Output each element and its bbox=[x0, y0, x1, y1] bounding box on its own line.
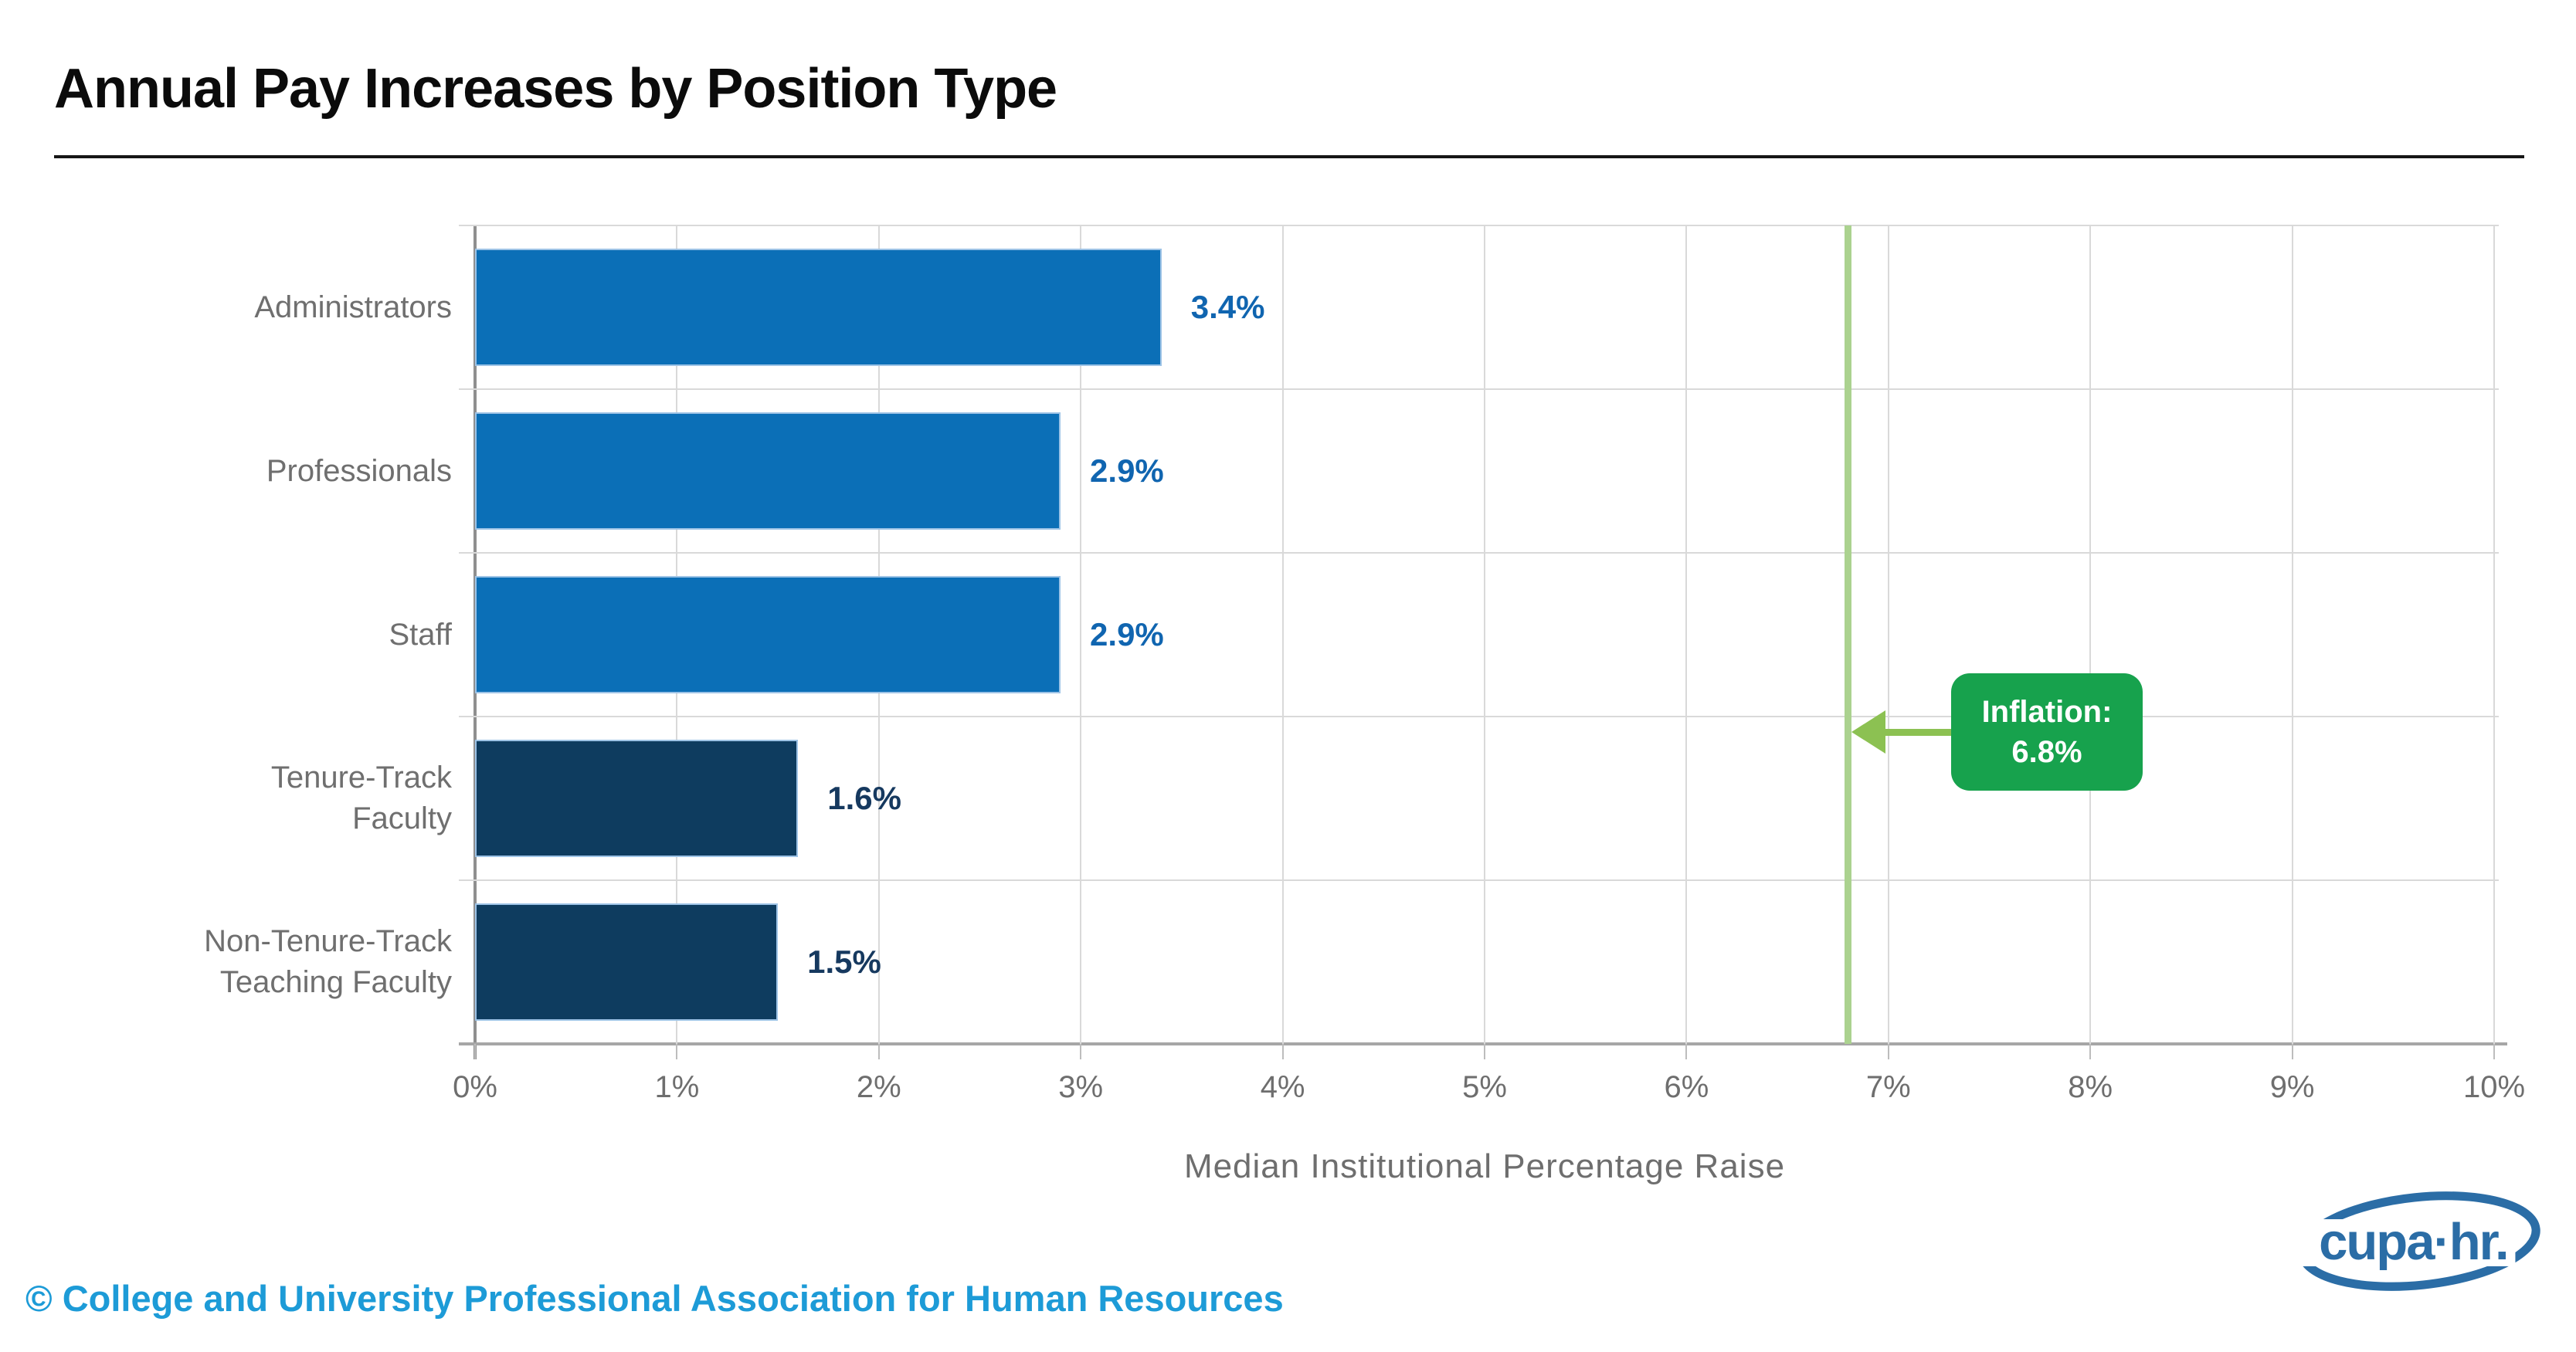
x-tick-label: 8% bbox=[2068, 1070, 2113, 1104]
x-tick-label: 6% bbox=[1664, 1070, 1709, 1104]
x-tick-label: 4% bbox=[1260, 1070, 1305, 1104]
bar-3 bbox=[475, 740, 799, 857]
gridline-h bbox=[459, 879, 2499, 881]
axis-tick bbox=[474, 1044, 476, 1059]
category-label-line: Faculty bbox=[352, 801, 452, 835]
bar-0 bbox=[475, 249, 1162, 366]
x-tick-label: 9% bbox=[2269, 1070, 2315, 1104]
category-label-line: Professionals bbox=[266, 453, 452, 488]
value-label: 1.6% bbox=[827, 780, 901, 816]
gridline-v bbox=[1080, 225, 1082, 1044]
inflation-reference-line bbox=[1845, 225, 1851, 1044]
gridline-v bbox=[2291, 225, 2293, 1044]
x-axis-title: Median Institutional Percentage Raise bbox=[1183, 1147, 1786, 1185]
axis-tick bbox=[877, 1044, 880, 1059]
x-tick-label: 3% bbox=[1058, 1070, 1104, 1104]
x-tick-label: 5% bbox=[1462, 1070, 1507, 1104]
x-tick-label: 10% bbox=[2462, 1070, 2526, 1104]
bar-1 bbox=[475, 412, 1061, 530]
category-label: Professionals bbox=[0, 389, 452, 553]
axis-tick bbox=[1484, 1044, 1485, 1059]
gridline-v bbox=[1887, 225, 1889, 1044]
x-tick-label: 2% bbox=[856, 1070, 901, 1104]
y-axis-labels: Administrators Professionals Staff Tenure-T… bbox=[0, 225, 452, 1044]
x-tick-label: 0% bbox=[453, 1070, 497, 1104]
gridline-h bbox=[459, 716, 2499, 717]
gridline-h bbox=[459, 552, 2499, 554]
title-divider bbox=[54, 155, 2524, 158]
x-tick-label: 7% bbox=[1865, 1070, 1911, 1104]
gridline-h bbox=[459, 225, 2499, 226]
category-label-line: Non-Tenure-Track bbox=[204, 924, 452, 959]
category-label: Staff bbox=[0, 553, 452, 717]
category-label: Tenure-Track Faculty bbox=[0, 717, 452, 880]
axis-tick bbox=[1281, 1044, 1284, 1059]
category-label-line: Administrators bbox=[254, 290, 452, 324]
inflation-callout: Inflation: 6.8% bbox=[1951, 673, 2143, 791]
inflation-callout-line1: Inflation: bbox=[1981, 695, 2113, 729]
bar-4 bbox=[475, 903, 779, 1021]
axis-tick bbox=[1887, 1044, 1889, 1059]
category-label-line: Tenure-Track bbox=[270, 761, 452, 795]
axis-tick bbox=[2291, 1044, 2293, 1059]
x-axis-line bbox=[459, 1042, 2507, 1045]
gridline-h bbox=[459, 388, 2499, 390]
inflation-arrow-shaft bbox=[1884, 729, 1952, 736]
axis-tick bbox=[1685, 1044, 1688, 1059]
value-label: 1.5% bbox=[807, 944, 881, 980]
page-title: Annual Pay Increases by Position Type bbox=[54, 58, 1057, 120]
cupa-hr-logo: cupa·hr. bbox=[2296, 1191, 2540, 1291]
gridline-v bbox=[1281, 225, 1284, 1044]
gridline-v bbox=[1685, 225, 1688, 1044]
inflation-callout-line2: 6.8% bbox=[2011, 735, 2082, 769]
value-label: 2.9% bbox=[1090, 452, 1164, 489]
category-label-line: Teaching Faculty bbox=[219, 965, 452, 999]
value-label: 2.9% bbox=[1090, 616, 1164, 652]
x-tick-label: 1% bbox=[654, 1070, 700, 1104]
axis-tick bbox=[2089, 1044, 2092, 1059]
bar-2 bbox=[475, 576, 1061, 693]
value-label: 3.4% bbox=[1190, 289, 1265, 325]
axis-tick bbox=[2493, 1044, 2495, 1059]
axis-tick bbox=[676, 1044, 678, 1059]
logo-text: cupa·hr. bbox=[2319, 1213, 2507, 1271]
gridline-v bbox=[1484, 225, 1485, 1044]
inflation-arrow-head-icon bbox=[1851, 710, 1885, 754]
gridline-v bbox=[2089, 225, 2092, 1044]
category-label: Non-Tenure-Track Teaching Faculty bbox=[0, 880, 452, 1044]
gridline-v bbox=[2493, 225, 2495, 1044]
logo-text-background bbox=[2296, 1219, 2516, 1266]
category-label-line: Staff bbox=[389, 617, 452, 652]
copyright: © College and University Professional As… bbox=[25, 1278, 1284, 1319]
plot-area: 3.4% 2.9% 2.9% 1.6% 1.5% 0% 1% 2% 3% 4% 5% 6% 7% 8% 9%… bbox=[453, 225, 2525, 1104]
category-label: Administrators bbox=[0, 225, 452, 389]
axis-tick bbox=[1080, 1044, 1082, 1059]
